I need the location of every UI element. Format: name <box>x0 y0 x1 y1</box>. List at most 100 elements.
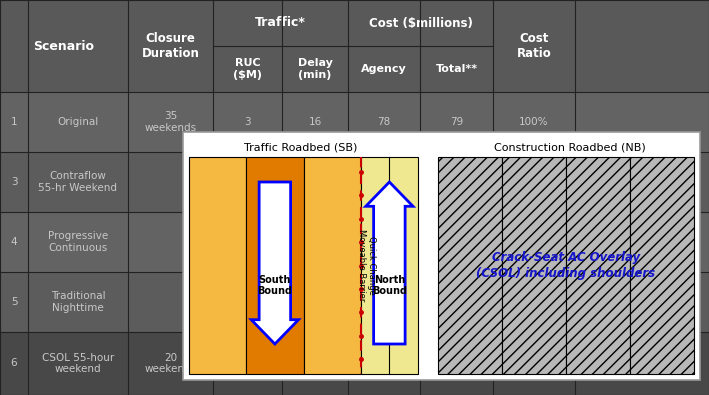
Bar <box>361 157 418 374</box>
Text: Agency: Agency <box>361 64 407 74</box>
Bar <box>282 272 348 332</box>
Bar <box>213 46 282 92</box>
Bar <box>28 152 128 212</box>
Text: 4: 4 <box>11 237 17 247</box>
Bar <box>282 212 348 272</box>
Text: Construction Roadbed (NB): Construction Roadbed (NB) <box>494 142 646 152</box>
Bar <box>282 152 348 212</box>
Text: Cost
Ratio: Cost Ratio <box>517 32 552 60</box>
Bar <box>128 272 213 332</box>
Bar <box>348 332 420 395</box>
Bar <box>420 92 493 152</box>
Bar <box>575 152 709 212</box>
Text: Progressive
Continuous: Progressive Continuous <box>48 231 108 253</box>
Bar <box>575 0 709 92</box>
Bar <box>493 0 575 92</box>
Bar <box>213 0 348 46</box>
Text: Closure
Duration: Closure Duration <box>142 32 199 60</box>
Text: 16: 16 <box>308 117 322 127</box>
Text: 83: 83 <box>450 359 463 369</box>
Bar <box>502 157 566 374</box>
Text: 78: 78 <box>377 117 391 127</box>
Text: Traffic*: Traffic* <box>255 17 306 30</box>
Bar <box>0 332 28 395</box>
Text: 3: 3 <box>244 117 251 127</box>
Bar <box>420 272 493 332</box>
Bar <box>493 152 575 212</box>
Bar <box>0 152 28 212</box>
Text: 363: 363 <box>305 359 325 369</box>
Bar <box>438 157 502 374</box>
Text: RUC
($M): RUC ($M) <box>233 58 262 80</box>
Text: 6: 6 <box>11 359 17 369</box>
Bar <box>128 332 213 395</box>
Bar <box>420 212 493 272</box>
Text: Quick Change
Moveable Barrier: Quick Change Moveable Barrier <box>357 229 376 302</box>
Bar <box>128 0 213 92</box>
Text: 35
weekends: 35 weekends <box>145 111 196 133</box>
Text: North
Bound: North Bound <box>372 275 407 296</box>
Bar <box>282 92 348 152</box>
Text: 69: 69 <box>241 359 254 369</box>
Bar <box>420 332 493 395</box>
Bar <box>575 92 709 152</box>
Bar <box>128 92 213 152</box>
Bar <box>213 92 282 152</box>
Text: 9%: 9% <box>526 237 542 247</box>
Text: 105%: 105% <box>519 359 549 369</box>
Text: South
Bound: South Bound <box>257 275 292 296</box>
Bar <box>213 332 282 395</box>
Text: Total**: Total** <box>435 64 478 74</box>
Bar <box>630 157 694 374</box>
Bar <box>348 92 420 152</box>
Text: Cost ($millions): Cost ($millions) <box>369 17 472 30</box>
Bar <box>575 212 709 272</box>
Bar <box>566 157 630 374</box>
FancyArrow shape <box>251 182 298 344</box>
Bar <box>282 46 348 92</box>
Text: 79: 79 <box>450 117 463 127</box>
Bar <box>282 332 348 395</box>
Bar <box>128 212 213 272</box>
Bar <box>0 0 128 92</box>
Text: 5: 5 <box>11 297 17 307</box>
Bar <box>28 272 128 332</box>
Text: Traffic Roadbed (SB): Traffic Roadbed (SB) <box>244 142 357 152</box>
Text: 1: 1 <box>11 117 17 127</box>
Bar <box>246 157 303 374</box>
Bar <box>348 0 493 46</box>
Text: Scenario: Scenario <box>33 40 94 53</box>
Bar <box>493 92 575 152</box>
Bar <box>213 212 282 272</box>
Bar <box>28 92 128 152</box>
Text: 6%: 6% <box>526 177 542 187</box>
Bar <box>213 272 282 332</box>
Text: 60: 60 <box>377 359 391 369</box>
Bar <box>493 212 575 272</box>
Bar <box>575 332 709 395</box>
Bar <box>348 152 420 212</box>
Bar <box>493 332 575 395</box>
Bar <box>348 272 420 332</box>
Bar <box>303 157 361 374</box>
Text: CSOL 55-hour
weekend: CSOL 55-hour weekend <box>42 353 114 374</box>
Text: 8%: 8% <box>526 297 542 307</box>
Bar <box>28 332 128 395</box>
Bar <box>28 212 128 272</box>
Bar <box>0 212 28 272</box>
Bar <box>420 46 493 92</box>
Bar <box>183 132 700 380</box>
Bar <box>493 272 575 332</box>
FancyArrow shape <box>366 182 413 344</box>
Text: 100%: 100% <box>519 117 549 127</box>
Text: Crack-Seat AC Overlay
(CSOL) including shoulders: Crack-Seat AC Overlay (CSOL) including s… <box>476 252 656 280</box>
Bar <box>348 46 420 92</box>
Text: Traditional
Nighttime: Traditional Nighttime <box>50 291 106 313</box>
Bar <box>0 92 28 152</box>
Text: 20
weekends: 20 weekends <box>145 353 196 374</box>
Bar <box>213 152 282 212</box>
Text: Delay
(min): Delay (min) <box>298 58 333 80</box>
Bar <box>420 152 493 212</box>
Text: 3: 3 <box>11 177 17 187</box>
Bar <box>128 152 213 212</box>
